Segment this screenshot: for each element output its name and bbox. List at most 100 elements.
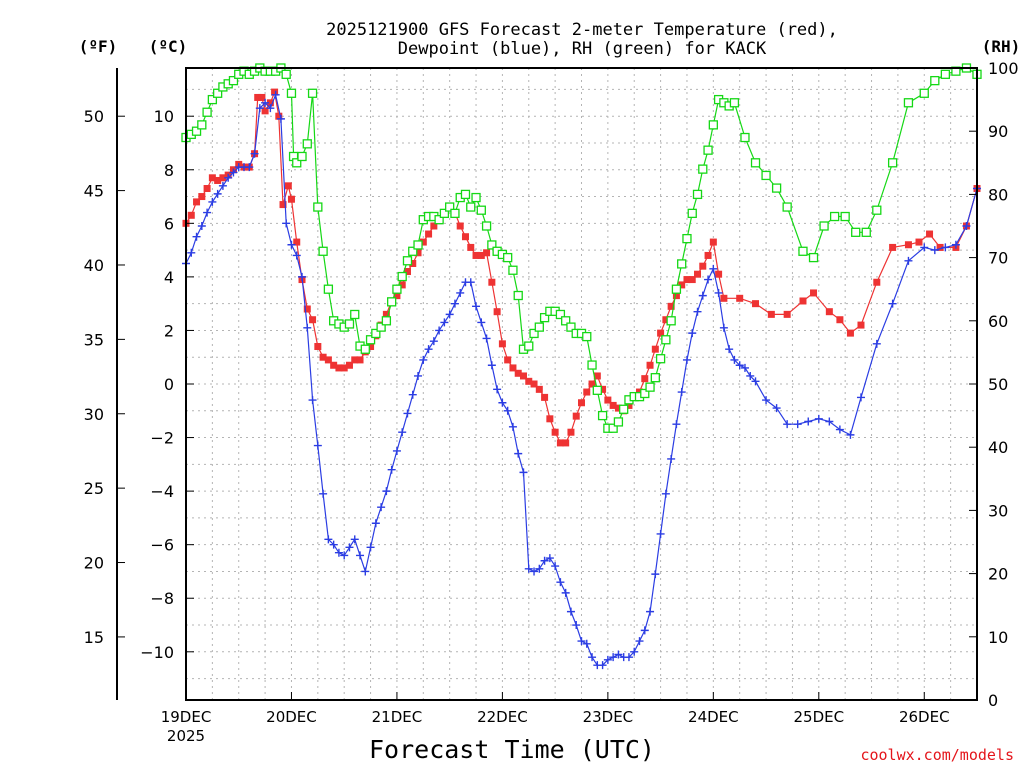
temperature-point <box>275 112 283 120</box>
temperature-point <box>351 356 359 364</box>
dewpoint-point <box>635 637 644 646</box>
rh-point <box>503 252 513 263</box>
dewpoint-point <box>361 567 370 576</box>
rh-tick-label: 50 <box>988 375 1008 394</box>
dewpoint-point <box>709 264 718 273</box>
dewpoint-point <box>350 535 359 544</box>
rh-point <box>903 98 914 108</box>
temperature-point <box>472 251 480 259</box>
dewpoint-point <box>719 323 728 332</box>
x-tick-label: 25DEC <box>794 708 845 726</box>
rh-point <box>608 423 618 433</box>
temperature-point <box>198 193 206 201</box>
temperature-point <box>293 238 301 246</box>
temperature-point <box>699 262 707 270</box>
temperature-point <box>219 174 227 182</box>
rh-point <box>350 309 360 320</box>
dewpoint-point <box>377 503 386 512</box>
temperature-point <box>414 249 422 257</box>
dewpoint-point <box>630 647 639 656</box>
x-tick-label: 19DEC <box>161 708 212 726</box>
dewpoint-point <box>614 650 623 659</box>
dewpoint-point <box>951 240 960 249</box>
dewpoint-point <box>250 149 259 158</box>
dewpoint-point <box>688 329 697 338</box>
dewpoint-point <box>603 655 612 664</box>
dewpoint-point <box>192 232 201 241</box>
fahrenheit-tick-label: 50 <box>84 107 104 126</box>
dewpoint-point <box>746 371 755 380</box>
rh-point <box>840 211 850 222</box>
temperature-point <box>519 372 527 380</box>
rh-point <box>476 205 486 215</box>
dewpoint-point <box>735 361 744 370</box>
temperature-point <box>667 302 675 310</box>
dewpoint-point <box>187 248 196 257</box>
dewpoint-point <box>197 222 206 230</box>
fahrenheit-tick-label: 15 <box>84 628 104 647</box>
temperature-point <box>578 399 585 407</box>
rh-point <box>318 246 328 256</box>
temperature-point <box>562 439 570 447</box>
dewpoint-point <box>292 251 301 260</box>
rh-point <box>930 75 940 86</box>
dewpoint-point <box>498 398 507 407</box>
rh-tick-label: 0 <box>988 691 998 710</box>
rh-point <box>381 316 392 326</box>
rh-point <box>708 120 718 130</box>
rh-point <box>750 158 761 168</box>
temperature-point <box>715 270 723 278</box>
rh-point <box>534 322 544 332</box>
rh-point <box>819 221 829 231</box>
dewpoint-point <box>329 540 338 549</box>
temperature-point <box>340 364 348 372</box>
rh-point <box>692 189 703 200</box>
fahrenheit-tick-label: 35 <box>84 330 104 349</box>
rh-point <box>460 189 471 200</box>
temperature-point <box>593 372 601 380</box>
rh-point <box>539 312 550 323</box>
temperature-point <box>208 174 216 182</box>
dewpoint-point <box>872 339 881 348</box>
rh-tick-label: 70 <box>988 249 1008 268</box>
dewpoint-point <box>661 489 670 498</box>
temperature-point <box>393 292 401 300</box>
dewpoint-point <box>582 639 591 648</box>
dewpoint-point <box>324 535 333 544</box>
rh-point <box>671 284 682 294</box>
temperature-point <box>572 412 580 420</box>
fahrenheit-unit-label: (ºF) <box>79 37 118 56</box>
temperature-point <box>936 243 944 251</box>
dewpoint-point <box>941 243 950 252</box>
dewpoint-point <box>419 355 428 364</box>
dewpoint-point <box>255 104 264 113</box>
x-tick-label: 24DEC <box>688 708 739 726</box>
dewpoint-point <box>213 189 222 198</box>
dewpoint-point <box>298 272 307 281</box>
dewpoint-point <box>535 564 544 573</box>
rh-point <box>439 208 450 219</box>
chart-title-line2: Dewpoint (blue), RH (green) for KACK <box>398 39 767 59</box>
rh-point <box>513 290 523 301</box>
temperature-point <box>535 385 543 393</box>
temperature-point <box>583 388 591 396</box>
dewpoint-point <box>308 396 317 405</box>
dewpoint-point <box>445 310 454 319</box>
rh-point <box>645 382 655 392</box>
dewpoint-point <box>208 197 217 206</box>
rh-point <box>228 75 239 86</box>
dewpoint-point <box>646 607 655 616</box>
rh-point <box>561 316 571 326</box>
dewpoint-point <box>825 417 834 426</box>
temperature-point <box>498 340 506 348</box>
temperature-point <box>258 93 266 101</box>
temperature-point <box>767 310 775 318</box>
celsius-tick-label: −6 <box>150 536 174 555</box>
rh-point <box>798 246 808 256</box>
temperature-point <box>187 211 195 219</box>
dewpoint-point <box>519 468 528 477</box>
dewpoint-point <box>276 114 285 123</box>
dewpoint-point <box>656 529 665 538</box>
rh-point <box>508 265 518 275</box>
celsius-tick-label: 10 <box>154 107 174 126</box>
